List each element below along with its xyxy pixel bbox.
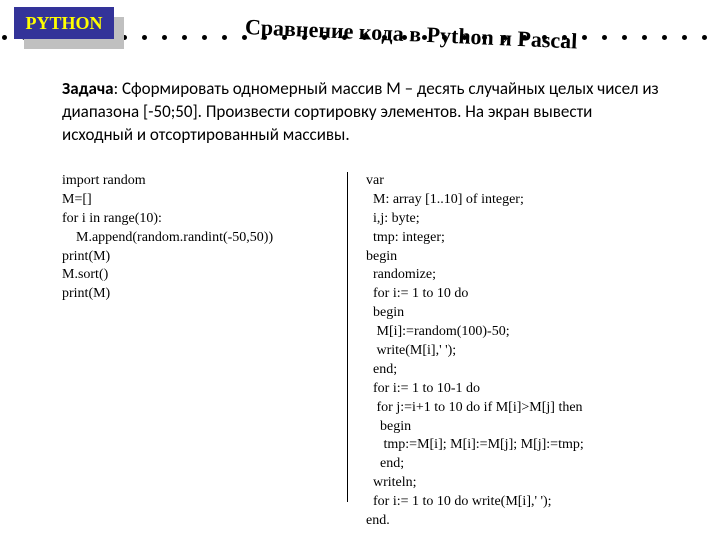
dot bbox=[622, 35, 627, 40]
python-code: import random M=[] for i in range(10): M… bbox=[62, 172, 347, 531]
dot bbox=[142, 35, 147, 40]
dot bbox=[2, 35, 7, 40]
dot bbox=[602, 35, 607, 40]
dot bbox=[702, 35, 707, 40]
badge-label: PYTHON bbox=[14, 7, 114, 39]
pascal-code: var M: array [1..10] of integer; i,j: by… bbox=[358, 172, 682, 531]
task-description: Задача: Сформировать одномерный массив М… bbox=[62, 78, 662, 147]
task-body: : Сформировать одномерный массив М – дес… bbox=[62, 78, 659, 145]
page-title: Сравнение кода в Python и Pascal bbox=[244, 14, 577, 54]
task-label: Задача bbox=[62, 78, 114, 99]
dot bbox=[642, 35, 647, 40]
code-columns: import random M=[] for i in range(10): M… bbox=[62, 172, 682, 531]
dot bbox=[582, 35, 587, 40]
dot bbox=[182, 35, 187, 40]
dot bbox=[162, 35, 167, 40]
dot bbox=[682, 35, 687, 40]
dot bbox=[222, 35, 227, 40]
column-divider bbox=[347, 172, 348, 502]
dot bbox=[202, 35, 207, 40]
dot bbox=[662, 35, 667, 40]
